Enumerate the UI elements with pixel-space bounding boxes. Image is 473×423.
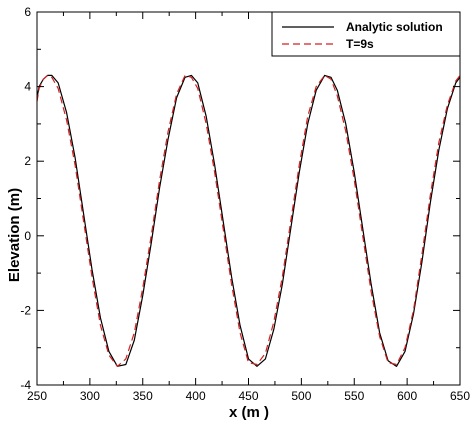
legend-label-1: Analytic solution bbox=[346, 20, 443, 34]
y-tick-label: 0 bbox=[24, 229, 31, 243]
y-tick-label: 4 bbox=[24, 80, 31, 94]
x-tick-label: 350 bbox=[133, 389, 153, 403]
y-tick-label: 6 bbox=[24, 5, 31, 19]
axes: 250 300 350 400 450 500 550 600 650 -4 -2 0 2 4 6 bbox=[20, 5, 470, 403]
x-axis-label: x (m ) bbox=[229, 404, 269, 421]
x-tick-label: 250 bbox=[27, 389, 47, 403]
plot-area bbox=[37, 74, 460, 367]
x-tick-label: 600 bbox=[397, 389, 417, 403]
legend-box bbox=[271, 11, 461, 57]
series-line-2 bbox=[37, 74, 460, 367]
x-tick-label: 650 bbox=[450, 389, 470, 403]
y-axis-label: Elevation (m) bbox=[6, 188, 23, 282]
y-tick-label: -2 bbox=[20, 303, 31, 317]
y-tick-label: -4 bbox=[20, 378, 31, 392]
legend: Analytic solution T=9s bbox=[271, 11, 461, 57]
x-tick-label: 300 bbox=[80, 389, 100, 403]
y-tick-label: 2 bbox=[24, 154, 31, 168]
series-line-1 bbox=[37, 74, 460, 367]
x-tick-label: 450 bbox=[238, 389, 258, 403]
legend-label-2: T=9s bbox=[346, 37, 374, 51]
x-tick-label: 500 bbox=[291, 389, 311, 403]
plot-frame bbox=[36, 11, 461, 386]
x-tick-label: 550 bbox=[344, 389, 364, 403]
x-tick-label: 400 bbox=[186, 389, 206, 403]
